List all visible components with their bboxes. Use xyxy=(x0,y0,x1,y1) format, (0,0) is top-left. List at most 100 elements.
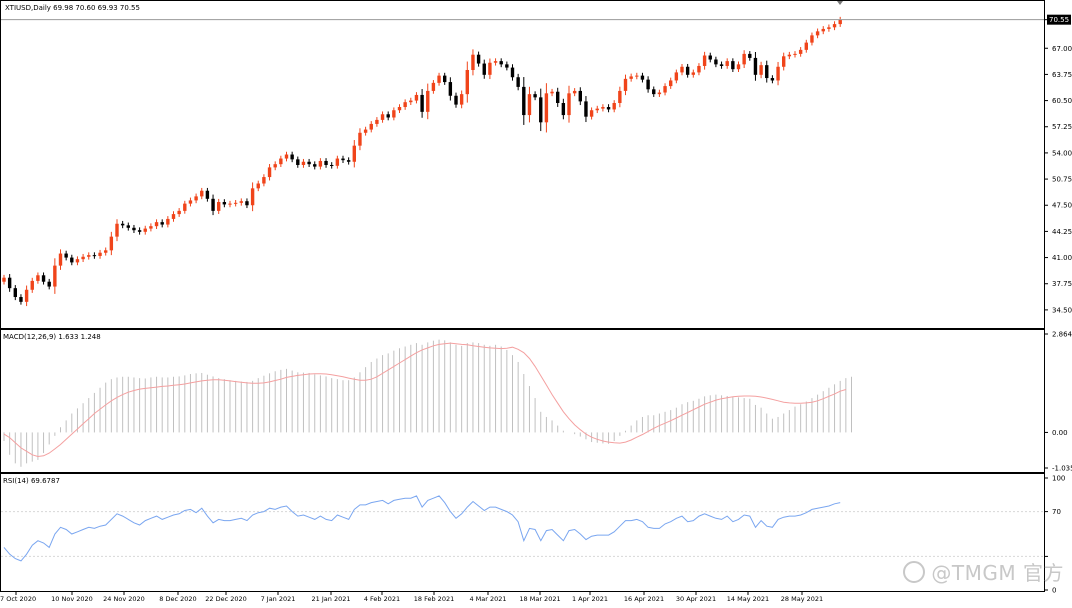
candle-body xyxy=(330,164,334,166)
candle-body xyxy=(36,275,40,281)
candle-body xyxy=(499,61,503,65)
candle-body xyxy=(70,257,74,263)
candle-body xyxy=(341,158,345,161)
candle-body xyxy=(335,158,340,166)
candle-body xyxy=(782,56,786,67)
shift-marker-icon[interactable] xyxy=(837,1,843,5)
candle-body xyxy=(787,54,792,57)
candle-body xyxy=(426,90,430,112)
candle-body xyxy=(482,63,486,75)
candle-body xyxy=(629,76,633,79)
candle-body xyxy=(177,210,181,215)
candle-body xyxy=(533,94,537,98)
candle-body xyxy=(115,223,119,237)
watermark-text: @TMGM 官方 xyxy=(931,561,1064,585)
macd-signal-line xyxy=(3,342,847,458)
candle-body xyxy=(313,164,317,167)
candle-body xyxy=(228,203,232,205)
price-axis-ticks: 34.50 37.75 41.00 44.25 47.50 50.75 54.00 57.25… xyxy=(1044,19,1072,314)
candle-body xyxy=(392,110,396,118)
time-tick-label: 27 Oct 2020 xyxy=(0,595,36,603)
candle-body xyxy=(420,94,424,112)
watermark-logo-icon xyxy=(903,560,926,583)
candle-body xyxy=(369,123,373,130)
candle-body xyxy=(19,297,23,302)
candle-body xyxy=(793,53,797,55)
candle-body xyxy=(126,225,130,228)
candle-body xyxy=(725,61,729,66)
candle-body xyxy=(284,154,289,159)
candle-body xyxy=(301,161,306,165)
candle-body xyxy=(488,62,492,75)
main-price-panel xyxy=(0,0,1045,329)
current-price-text: 70.55 xyxy=(1049,16,1069,24)
candle-body xyxy=(233,202,238,204)
candle-body xyxy=(685,66,690,75)
candle-body xyxy=(98,252,102,256)
candle-body xyxy=(104,250,108,253)
rsi-tick-label: 0 xyxy=(1052,587,1056,595)
candle-body xyxy=(606,107,611,110)
candle-body xyxy=(47,281,51,287)
candle-body xyxy=(759,65,763,75)
candle-body xyxy=(87,255,91,257)
candle-body xyxy=(832,24,837,28)
candle-body xyxy=(714,59,718,65)
rsi-tick-label: 70 xyxy=(1052,508,1061,516)
candle-body xyxy=(58,253,63,266)
candle-body xyxy=(471,54,475,70)
macd-tick-label: 2.864 xyxy=(1052,331,1072,339)
candle-body xyxy=(273,164,277,168)
time-tick-label: 28 May 2021 xyxy=(781,595,823,603)
price-tick-label: 63.75 xyxy=(1052,71,1072,79)
candle-body xyxy=(109,236,114,251)
time-tick-label: 21 Jan 2021 xyxy=(312,595,351,603)
candle-body xyxy=(262,177,266,184)
macd-label: MACD(12,26,9) 1.633 1.248 xyxy=(3,333,101,341)
watermark: @TMGM 官方 xyxy=(903,557,1064,586)
candle-body xyxy=(431,82,436,91)
time-tick-label: 14 May 2021 xyxy=(727,595,769,603)
macd-panel xyxy=(0,329,1045,473)
candle-body xyxy=(601,107,605,109)
candle-body xyxy=(443,75,447,83)
candle-body xyxy=(691,72,695,75)
time-tick-label: 22 Dec 2020 xyxy=(205,595,247,603)
candle-body xyxy=(669,80,673,87)
candle-body xyxy=(222,202,227,205)
candle-body xyxy=(493,61,498,63)
candle-body xyxy=(358,132,362,146)
candle-body xyxy=(296,159,300,165)
time-tick-label: 18 Feb 2021 xyxy=(414,595,454,603)
price-tick-label: 60.50 xyxy=(1052,97,1072,105)
candle-body xyxy=(516,77,520,87)
candle-body xyxy=(612,102,616,110)
candle-body xyxy=(753,57,758,75)
candle-body xyxy=(748,53,752,58)
rsi-panel xyxy=(0,473,1045,592)
candle-body xyxy=(13,288,17,298)
candle-body xyxy=(375,119,379,124)
time-tick-label: 7 Jan 2021 xyxy=(261,595,296,603)
candle-body xyxy=(267,167,272,178)
time-tick-label: 4 Mar 2021 xyxy=(469,595,506,603)
candle-body xyxy=(24,289,29,302)
current-price-badge xyxy=(1047,14,1071,25)
macd-series: 2.864 0.00 -1.035 xyxy=(3,331,1072,473)
candle-body xyxy=(149,226,153,229)
candle-body xyxy=(589,110,594,117)
candle-body xyxy=(595,108,599,111)
time-tick-label: 4 Feb 2021 xyxy=(364,595,400,603)
candle-body xyxy=(459,94,464,105)
candle-body xyxy=(736,64,741,70)
candle-body xyxy=(742,53,746,65)
candle-body xyxy=(352,145,356,162)
candle-body xyxy=(132,227,136,231)
candle-body xyxy=(618,90,622,103)
price-tick-label: 37.75 xyxy=(1052,280,1072,288)
candle-body xyxy=(770,78,775,81)
rsi-line xyxy=(3,495,841,562)
candle-body xyxy=(143,228,147,232)
time-tick-label: 8 Dec 2020 xyxy=(159,595,196,603)
